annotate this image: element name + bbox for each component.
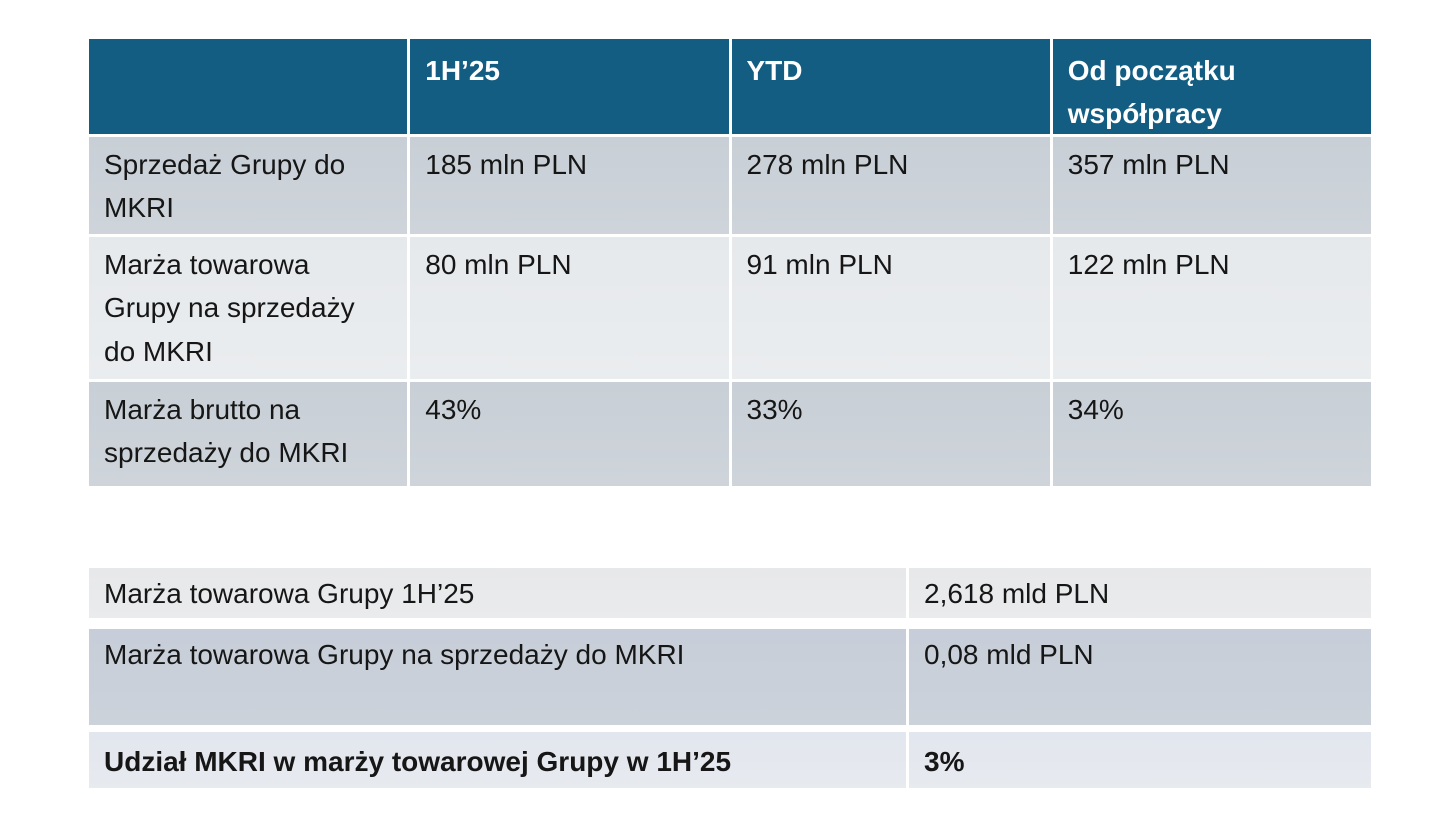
table-row: Marża towarowa Grupy na sprzedaży do MKR… (89, 629, 1371, 725)
table-row: Udział MKRI w marży towarowej Grupy w 1H… (89, 732, 1371, 788)
metric-value-marza-brutto-od-poczatku: 34% (1052, 382, 1371, 486)
metric-value-marza-towarowa-1h25: 80 mln PLN (410, 237, 729, 379)
header-cell-1h25: 1H’25 (410, 39, 729, 134)
metric-value-marza-towarowa-od-poczatku: 122 mln PLN (1052, 237, 1371, 379)
metric-label-marza-towarowa: Marża towarowa Grupy na sprzedaży do MKR… (89, 237, 408, 379)
summary-table: 1H’25 YTD Od początku współpracy Sprzeda… (89, 39, 1371, 486)
metric-value-marza-towarowa-ytd: 91 mln PLN (731, 237, 1050, 379)
share-value-marza-na-sprzedazy-mkri: 0,08 mld PLN (909, 629, 1371, 725)
share-label-udzial-mkri: Udział MKRI w marży towarowej Grupy w 1H… (89, 732, 906, 788)
share-value-marza-grupy-1h25: 2,618 mld PLN (909, 568, 1371, 618)
share-label-marza-na-sprzedazy-mkri: Marża towarowa Grupy na sprzedaży do MKR… (89, 629, 906, 725)
table-row: Marża towarowa Grupy 1H’25 2,618 mld PLN (89, 568, 1371, 618)
metric-value-sprzedaz-ytd: 278 mln PLN (731, 137, 1050, 234)
share-table: Marża towarowa Grupy 1H’25 2,618 mld PLN… (89, 568, 1371, 788)
metric-value-marza-brutto-1h25: 43% (410, 382, 729, 486)
metric-value-marza-brutto-ytd: 33% (731, 382, 1050, 486)
header-cell-empty (89, 39, 408, 134)
header-cell-ytd: YTD (731, 39, 1050, 134)
metric-value-sprzedaz-1h25: 185 mln PLN (410, 137, 729, 234)
metric-value-sprzedaz-od-poczatku: 357 mln PLN (1052, 137, 1371, 234)
share-value-udzial-mkri: 3% (909, 732, 1371, 788)
header-cell-od-poczatku-wspolpracy: Od początku współpracy (1052, 39, 1371, 134)
metric-label-sprzedaz-grupy: Sprzedaż Grupy do MKRI (89, 137, 408, 234)
share-label-marza-grupy-1h25: Marża towarowa Grupy 1H’25 (89, 568, 906, 618)
metric-label-marza-brutto: Marża brutto na sprzedaży do MKRI (89, 382, 408, 486)
